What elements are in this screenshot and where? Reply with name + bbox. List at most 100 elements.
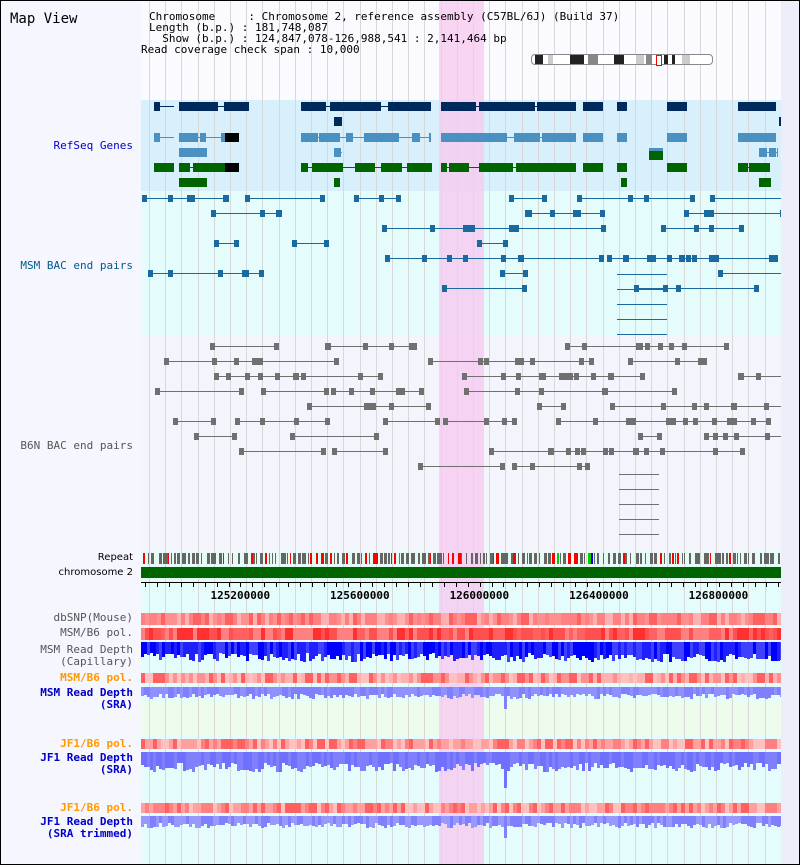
msm-depth-sra-bar (177, 687, 180, 695)
chromosome-ideogram[interactable] (531, 54, 713, 66)
track-label-jf1-depth[interactable]: JF1 Read Depth (SRA) (40, 752, 133, 776)
track-label-msm-depth-cap[interactable]: MSM Read Depth (Capillary) (40, 644, 133, 668)
jf1-pol-cell (553, 739, 557, 749)
repeat-mark (310, 553, 313, 564)
repeat-mark (492, 553, 494, 564)
track-label-msm-depth-sra[interactable]: MSM Read Depth (SRA) (40, 687, 133, 711)
track-label-msm-bac[interactable]: MSM BAC end pairs (20, 259, 133, 272)
track-label-jf1-pol[interactable]: JF1/B6 pol. (60, 737, 133, 750)
msm-pol-cell (257, 628, 261, 640)
track-label-msm-pol[interactable]: MSM/B6 pol. (60, 626, 133, 639)
repeat-mark (618, 553, 622, 564)
msm-depth-cap-bar (753, 642, 756, 654)
msm-pol-cell (685, 628, 689, 640)
jf1-depth-trim-bar (711, 816, 714, 828)
jf1-pol-trim-cell (565, 803, 569, 813)
jf1-depth-trim-bar (498, 816, 501, 825)
msm-depth-cap-bar (435, 642, 438, 658)
grid-line (716, 1, 717, 864)
repeat-mark (489, 553, 493, 564)
gene-exon (364, 163, 375, 172)
track-label-msm-pol-sra[interactable]: MSM/B6 pol. (60, 671, 133, 684)
dbsnp-cell (321, 613, 325, 625)
jf1-depth-bar (435, 752, 438, 772)
jf1-pol-cell (621, 739, 625, 749)
repeat-mark (676, 553, 679, 564)
jf1-depth-trim-bar (372, 816, 375, 828)
jf1-pol-cell (217, 739, 221, 749)
msm-depth-sra-bar (507, 687, 510, 697)
msm-depth-cap-bar (543, 642, 546, 655)
msm-bac-end (214, 240, 220, 247)
msm-bac-end (508, 195, 514, 202)
jf1-depth-trim-bar (696, 816, 699, 824)
jf1-pol-trim-cell (733, 803, 737, 813)
track-label-jf1-depth-trim[interactable]: JF1 Read Depth (SRA trimmed) (40, 816, 133, 840)
jf1-depth-bar (429, 752, 432, 766)
jf1-depth-trim-bar (699, 816, 702, 826)
msm-depth-sra-bar (402, 687, 405, 698)
jf1-depth-trim-bar (336, 816, 339, 828)
msm-pol-sra-cell (465, 673, 469, 683)
track-label-jf1-pol-trim[interactable]: JF1/B6 pol. (60, 801, 133, 814)
msm-pol-sra-cell (573, 673, 577, 683)
msm-depth-sra-bar (774, 687, 777, 695)
repeat-mark (346, 553, 349, 564)
msm-pol-sra-cell (709, 673, 713, 683)
gene-exon (179, 102, 191, 111)
repeat-mark (725, 553, 728, 564)
jf1-depth-bar (177, 752, 180, 764)
track-label-refseq[interactable]: RefSeq Genes (53, 139, 133, 152)
jf1-depth-trim-bar (726, 816, 729, 827)
dbsnp-cell (485, 613, 489, 625)
track-area[interactable]: 125200000 125600000 126000000 126400000 1268… (141, 1, 799, 864)
jf1-depth-bar (198, 752, 201, 766)
track-label-repeat[interactable]: Repeat (97, 552, 133, 563)
repeat-mark (218, 553, 222, 564)
jf1-depth-trim-bar (624, 816, 627, 823)
repeat-mark (529, 553, 533, 564)
repeat-mark (271, 553, 273, 564)
jf1-pol-cell (625, 739, 629, 749)
msm-depth-sra-bar (684, 687, 687, 698)
jf1-pol-trim-cell (461, 803, 465, 813)
msm-depth-sra-bar (204, 687, 207, 696)
jf1-depth-trim-bar (714, 816, 717, 827)
repeat-mark (417, 553, 420, 564)
msm-depth-cap-bar (549, 642, 552, 657)
msm-pol-cell (633, 628, 637, 640)
msm-pol-cell (653, 628, 657, 640)
jf1-depth-bar (465, 752, 468, 765)
jf1-depth-trim-bar (702, 816, 705, 828)
track-label-b6n-bac[interactable]: B6N BAC end pairs (20, 439, 133, 452)
dbsnp-cell (221, 613, 225, 625)
jf1-depth-bar (585, 752, 588, 764)
jf1-depth-bar (237, 752, 240, 771)
b6n-bac-end (628, 358, 634, 365)
b6n-bac-end (638, 433, 644, 440)
b6n-bac-link (290, 436, 380, 437)
b6n-bac-end (331, 448, 337, 455)
msm-depth-sra-bar (282, 687, 285, 696)
jf1-pol-cell (633, 739, 637, 749)
b6n-bac-end (726, 418, 732, 425)
dbsnp-cell (765, 613, 769, 625)
jf1-depth-bar (480, 752, 483, 765)
msm-depth-cap-bar (360, 642, 363, 662)
jf1-depth-bar (420, 752, 423, 768)
jf1-pol-cell (325, 739, 329, 749)
jf1-depth-bar (636, 752, 639, 768)
jf1-depth-trim-bar (420, 816, 423, 825)
jf1-depth-bar (321, 752, 324, 767)
msm-depth-sra-bar (585, 687, 588, 697)
msm-depth-cap-bar (672, 642, 675, 658)
track-label-dbsnp[interactable]: dbSNP(Mouse) (53, 611, 133, 624)
grid-line (537, 1, 539, 864)
msm-pol-sra-cell (609, 673, 613, 683)
b6n-bac-end (603, 388, 609, 395)
jf1-depth-trim-bar (162, 816, 165, 827)
jf1-pol-trim-cell (473, 803, 477, 813)
msm-pol-sra-cell (357, 673, 361, 683)
b6n-bac-end (738, 373, 744, 380)
msm-depth-sra-bar (327, 687, 330, 697)
